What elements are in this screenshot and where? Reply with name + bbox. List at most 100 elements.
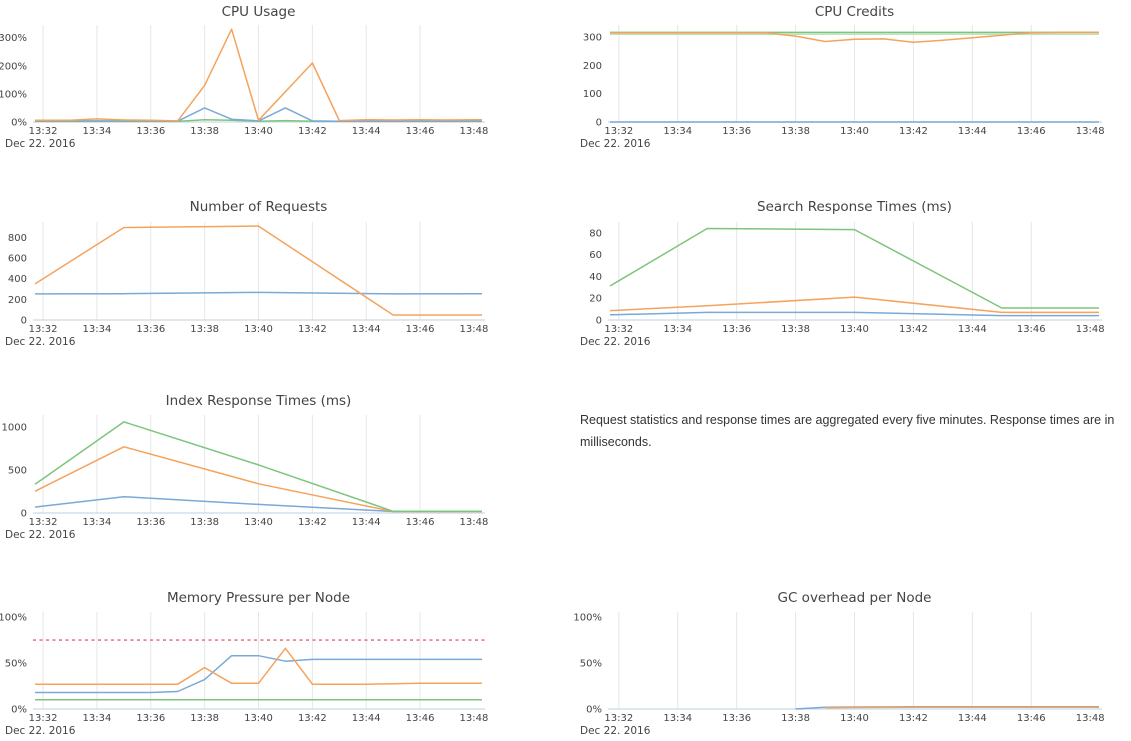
y-tick-label: 100% (573, 613, 602, 624)
y-tick-label: 50% (5, 659, 27, 670)
x-tick-label: 13:46 (406, 517, 435, 528)
x-tick-label: 13:36 (136, 517, 165, 528)
series-line-orange (35, 647, 482, 685)
y-tick-label: 40 (589, 272, 602, 283)
x-tick-label: 13:34 (83, 517, 112, 528)
x-tick-label: 13:38 (781, 713, 810, 724)
x-tick-label: 13:42 (298, 324, 327, 335)
y-tick-label: 0 (596, 316, 602, 327)
y-tick-label: 800 (8, 233, 27, 244)
x-tick-label: 13:32 (29, 713, 58, 724)
x-axis-date-label: Dec 22. 2016 (5, 725, 76, 737)
y-tick-label: 300 (583, 32, 602, 43)
y-tick-label: 500 (8, 466, 27, 477)
x-tick-label: 13:40 (840, 126, 869, 137)
x-axis-date-label: Dec 22. 2016 (580, 336, 651, 348)
y-tick-label: 0% (11, 705, 27, 716)
x-tick-label: 13:42 (899, 126, 928, 137)
chart-cell-gc-overhead: 0% 50% 100% 13:32 13:34 13:36 13:38 13:40 13:42 1… (565, 556, 1131, 741)
x-tick-label: 13:36 (136, 713, 165, 724)
y-tick-label: 200% (0, 61, 27, 72)
x-tick-label: 13:32 (29, 517, 58, 528)
x-tick-label: 13:36 (136, 126, 165, 137)
y-tick-label: 600 (8, 254, 27, 265)
y-tick-label: 0% (586, 705, 602, 716)
chart-cell-memory-pressure: 0% 50% 100% 13:32 13:34 13:36 13:38 13:40 13:42 1… (0, 556, 565, 741)
y-tick-label: 0% (11, 118, 27, 129)
series-line-orange (610, 31, 1099, 44)
chart-cell-cpu-credits: 0 100 200 300 13:32 13:34 13:36 13:38 13:40 13:42… (565, 0, 1131, 165)
chart-title: CPU Usage (222, 4, 296, 20)
series-line-blue (609, 311, 1099, 317)
series-line-orange (35, 28, 483, 122)
x-tick-label: 13:36 (136, 324, 165, 335)
series-line-orange (609, 296, 1099, 314)
y-tick-label: 50% (580, 659, 602, 670)
y-tick-label: 80 (589, 228, 602, 239)
x-tick-label: 13:40 (244, 713, 273, 724)
y-tick-label: 400 (8, 274, 27, 285)
x-tick-label: 13:48 (460, 126, 489, 137)
y-tick-label: 100% (0, 613, 27, 624)
series-line-blue (35, 654, 482, 694)
chart-title: Number of Requests (190, 199, 328, 215)
x-tick-label: 13:46 (1017, 713, 1046, 724)
x-tick-label: 13:42 (899, 324, 928, 335)
chart-cell-index-response-times: 0 500 1000 13:32 13:34 13:36 13:38 13:40 13:42 13… (0, 361, 565, 556)
series-line-blue (35, 107, 482, 122)
cpu-credits-chart: 0 100 200 300 13:32 13:34 13:36 13:38 13:40 13:42… (580, 4, 1105, 150)
x-tick-label: 13:32 (29, 126, 58, 137)
x-tick-label: 13:36 (722, 713, 751, 724)
x-tick-label: 13:34 (83, 713, 112, 724)
series-line-orange (824, 706, 1099, 709)
y-tick-label: 0 (21, 316, 27, 327)
x-tick-label: 13:40 (244, 517, 273, 528)
series-line-green (609, 227, 1099, 309)
chart-title: Index Response Times (ms) (166, 393, 352, 409)
chart-cell-cpu-usage: 0% 100% 200% 300% 13:32 13:34 13:36 13:38 13:40 1… (0, 0, 565, 165)
x-tick-label: 13:48 (460, 713, 489, 724)
x-tick-label: 13:44 (352, 126, 381, 137)
x-tick-label: 13:32 (604, 713, 633, 724)
x-tick-label: 13:34 (663, 126, 692, 137)
y-tick-label: 60 (589, 250, 602, 261)
x-tick-label: 13:38 (190, 517, 219, 528)
x-tick-label: 13:42 (298, 517, 327, 528)
x-tick-label: 13:46 (406, 126, 435, 137)
y-tick-label: 100% (0, 89, 27, 100)
x-tick-label: 13:48 (1076, 713, 1105, 724)
x-tick-label: 13:34 (83, 126, 112, 137)
cpu-usage-chart: 0% 100% 200% 300% 13:32 13:34 13:36 13:38 13:40 1… (0, 4, 489, 150)
x-tick-label: 13:48 (1076, 126, 1105, 137)
x-tick-label: 13:42 (298, 126, 327, 137)
x-axis-date-label: Dec 22. 2016 (5, 336, 76, 348)
x-axis-date-label: Dec 22. 2016 (580, 138, 651, 150)
chart-title: CPU Credits (815, 4, 894, 20)
x-tick-label: 13:46 (406, 324, 435, 335)
x-tick-label: 13:44 (958, 713, 987, 724)
series-line-orange (34, 225, 482, 316)
chart-title: Memory Pressure per Node (167, 590, 350, 606)
x-tick-label: 13:40 (840, 324, 869, 335)
x-tick-label: 13:48 (1076, 324, 1105, 335)
y-tick-label: 0 (21, 509, 27, 520)
x-tick-label: 13:46 (1017, 126, 1046, 137)
series-line-blue (35, 291, 482, 295)
x-tick-label: 13:48 (460, 324, 489, 335)
x-tick-label: 13:44 (352, 324, 381, 335)
chart-title: GC overhead per Node (778, 590, 932, 606)
y-tick-label: 200 (8, 295, 27, 306)
x-tick-label: 13:46 (1017, 324, 1046, 335)
x-tick-label: 13:38 (190, 126, 219, 137)
x-tick-label: 13:42 (899, 713, 928, 724)
x-tick-label: 13:44 (352, 517, 381, 528)
chart-title: Search Response Times (ms) (757, 199, 952, 215)
x-tick-label: 13:44 (958, 126, 987, 137)
x-tick-label: 13:42 (298, 713, 327, 724)
x-tick-label: 13:34 (663, 713, 692, 724)
x-tick-label: 13:40 (244, 126, 273, 137)
number-of-requests-chart: 0 200 400 600 800 13:32 13:34 13:36 13:38 13:40 13… (5, 199, 489, 348)
chart-cell-number-of-requests: 0 200 400 600 800 13:32 13:34 13:36 13:38 13:40 13… (0, 165, 565, 361)
x-tick-label: 13:38 (190, 713, 219, 724)
